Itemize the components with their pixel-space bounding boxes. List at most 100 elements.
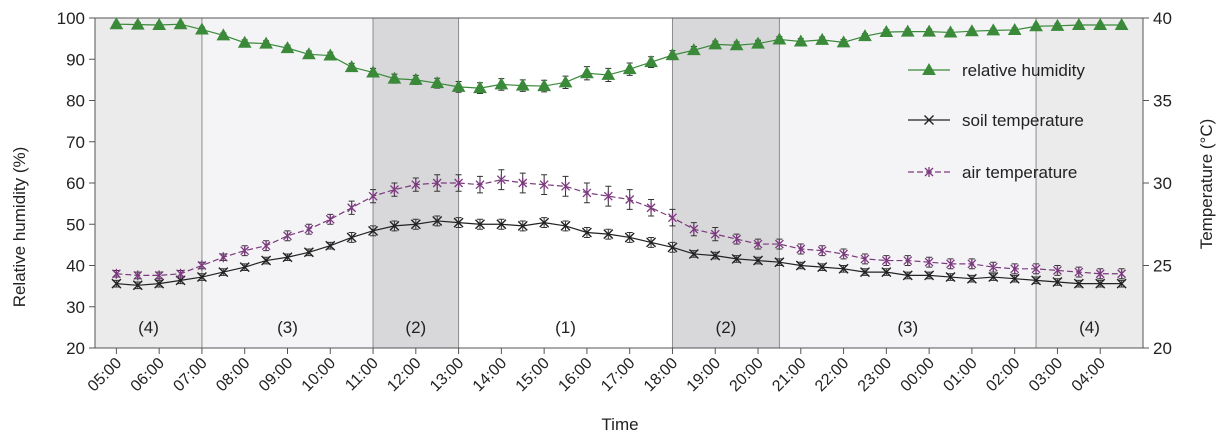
data-point [283, 230, 292, 241]
x-tick-label: 10:00 [299, 355, 339, 395]
legend-marker [924, 167, 934, 177]
right-y-tick-label: 30 [1153, 174, 1172, 193]
data-point [1052, 277, 1063, 287]
data-point [945, 272, 956, 283]
period-band [779, 18, 1037, 348]
data-point [366, 65, 380, 78]
data-point [1052, 265, 1062, 276]
x-tick-label: 15:00 [513, 355, 553, 395]
data-point [261, 240, 271, 251]
left-y-tick-label: 20 [66, 339, 85, 358]
data-point [410, 219, 421, 230]
data-point [261, 255, 272, 266]
data-point [133, 270, 143, 281]
data-point [1116, 278, 1127, 289]
data-point [900, 24, 915, 37]
data-point [924, 257, 934, 268]
period-label: (3) [277, 318, 298, 337]
left-y-tick-label: 30 [66, 298, 85, 317]
data-point [430, 76, 445, 89]
data-point [946, 258, 955, 269]
legend-label: soil temperature [962, 111, 1084, 130]
data-point [239, 262, 250, 273]
data-point [858, 29, 872, 42]
data-point [603, 229, 614, 240]
data-point [537, 79, 552, 92]
data-point [603, 191, 613, 202]
legend-label: relative humidity [962, 61, 1085, 80]
data-point [561, 181, 570, 192]
data-point [966, 273, 977, 284]
right-y-tick-label: 40 [1153, 9, 1172, 28]
data-point [389, 184, 399, 195]
data-point [625, 194, 635, 205]
data-point [924, 270, 935, 281]
data-point [408, 72, 423, 85]
x-tick-label: 20:00 [727, 355, 767, 395]
data-point [708, 37, 723, 50]
data-point [387, 71, 402, 84]
data-point [154, 270, 164, 281]
data-point [601, 67, 616, 80]
data-point [560, 220, 571, 231]
data-point [1010, 263, 1020, 274]
data-point [580, 66, 594, 79]
data-point [753, 255, 764, 266]
data-point [986, 23, 1001, 36]
left-y-tick-label: 100 [57, 9, 85, 28]
series-soil-temperature [111, 215, 1127, 291]
data-point [1071, 18, 1086, 31]
data-point [240, 245, 250, 256]
period-label: (1) [555, 318, 576, 337]
data-point [665, 48, 680, 61]
left-y-tick-label: 40 [66, 257, 85, 276]
x-tick-label: 00:00 [898, 355, 938, 395]
data-point [1095, 268, 1105, 279]
x-tick-label: 14:00 [470, 355, 510, 395]
period-band [95, 18, 202, 348]
data-point [881, 267, 892, 278]
left-y-tick-label: 60 [66, 174, 85, 193]
data-point [688, 248, 699, 259]
data-point [1095, 278, 1106, 289]
x-tick-label: 12:00 [384, 355, 424, 395]
series-line [116, 220, 1122, 286]
data-point [581, 227, 592, 238]
data-point [154, 278, 165, 289]
series-relative-humidity [109, 17, 1129, 94]
data-point [902, 270, 913, 281]
data-point [473, 81, 487, 94]
data-point [111, 278, 122, 289]
data-point [624, 232, 635, 243]
data-point [389, 220, 400, 231]
data-point [1009, 273, 1020, 284]
data-point [646, 202, 656, 213]
data-point [731, 253, 742, 264]
data-point [282, 252, 293, 263]
data-point [988, 262, 998, 273]
data-point [346, 232, 357, 243]
data-point [432, 178, 442, 188]
data-point [838, 263, 849, 274]
data-point [922, 24, 936, 37]
x-tick-label: 13:00 [427, 355, 467, 395]
series-line [116, 179, 1122, 276]
right-y-tick-label: 20 [1153, 339, 1172, 358]
x-tick-label: 08:00 [213, 355, 253, 395]
x-tick-label: 09:00 [256, 355, 296, 395]
legend-label: air temperature [962, 163, 1077, 182]
x-tick-label: 17:00 [598, 355, 638, 395]
data-point [176, 268, 186, 279]
data-point [280, 41, 295, 54]
data-point [817, 245, 827, 256]
data-point [496, 174, 506, 185]
data-point [1117, 268, 1127, 279]
data-point [451, 79, 466, 92]
data-point [111, 268, 121, 279]
data-point [539, 217, 550, 228]
data-point [839, 248, 849, 259]
data-point [1029, 19, 1043, 32]
data-point [197, 260, 207, 271]
data-point [644, 55, 658, 68]
